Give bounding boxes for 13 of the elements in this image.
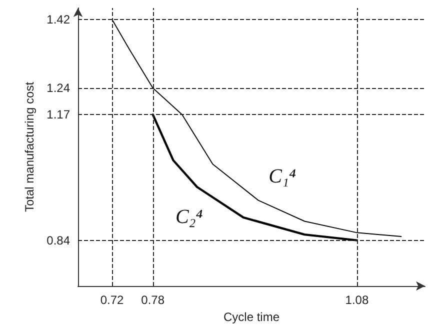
y-tick-label: 1.17 xyxy=(46,108,70,122)
x-tick-label: 0.72 xyxy=(100,293,124,307)
y-tick-label: 0.84 xyxy=(46,233,70,248)
y-axis-title: Total manufacturing cost xyxy=(22,81,37,212)
line-series xyxy=(152,114,358,242)
y-tick-label: 1.24 xyxy=(46,80,70,95)
x-tick-label: 0.78 xyxy=(141,293,165,307)
annotation: C₂⁴ xyxy=(175,206,203,228)
line-series xyxy=(112,18,402,237)
annotation: C₁⁴ xyxy=(268,165,296,188)
y-tick-label: 1.42 xyxy=(46,12,70,26)
x-tick-label: 1.08 xyxy=(345,293,369,307)
x-axis-title: Cycle time xyxy=(223,310,280,324)
